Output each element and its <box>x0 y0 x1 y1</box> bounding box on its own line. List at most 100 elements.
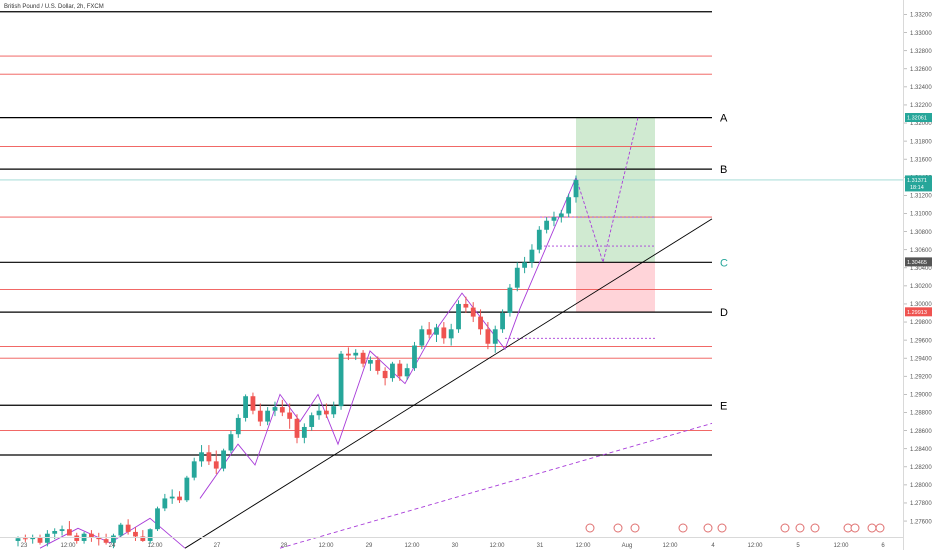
candle-body <box>558 213 564 218</box>
time-tick-label: 12:00 <box>747 543 763 549</box>
time-tick-label: 6 <box>881 543 885 549</box>
candle-body <box>22 538 28 540</box>
candle-body <box>390 363 395 379</box>
candle-body <box>74 535 80 541</box>
price-tick-label: 1.27600 <box>910 519 932 525</box>
price-tick-label: 1.31200 <box>910 194 932 200</box>
economic-event-icon <box>810 523 820 533</box>
candle-body <box>529 249 535 263</box>
price-tick-label: 1.30200 <box>910 284 932 290</box>
candle-body <box>177 496 182 501</box>
time-tick-label: 30 <box>452 543 459 549</box>
price-tick-label: 1.29200 <box>910 375 932 381</box>
time-axis[interactable]: 23 12:00 24 12:00 27 28 12:00 29 12:00 30 12:00 31 1… <box>21 543 886 549</box>
candle-body <box>368 360 373 364</box>
price-tick-label: 1.29600 <box>910 338 932 344</box>
dashed-trendline <box>279 422 713 549</box>
price-tick-label: 1.33200 <box>910 13 932 19</box>
candle-body <box>316 410 322 416</box>
price-label-text: 1.30465 <box>907 260 927 266</box>
price-tick-label: 1.30800 <box>910 230 932 236</box>
candle-body <box>382 370 388 379</box>
candle-body <box>507 287 513 313</box>
candle-body <box>199 452 204 462</box>
candle-body <box>345 353 351 356</box>
price-tick-label: 1.28400 <box>910 447 932 453</box>
zigzag-pattern <box>39 517 186 549</box>
candle-body <box>536 229 542 250</box>
candle-body <box>155 508 160 530</box>
level-label-e: E <box>720 400 727 412</box>
price-axis[interactable]: 1.33200 1.33000 1.32800 1.32600 1.32400 1.322… <box>904 13 932 526</box>
candle-body <box>206 452 212 462</box>
candle-body <box>294 418 300 438</box>
price-tick-label: 1.31600 <box>910 157 932 163</box>
time-tick-label: 24 <box>109 543 116 549</box>
event-markers[interactable] <box>585 523 885 533</box>
price-tick-label: 1.29800 <box>910 320 932 326</box>
time-tick-label: 12:00 <box>489 543 505 549</box>
candle-body <box>404 368 410 377</box>
target-zone <box>576 117 655 263</box>
stop-zone <box>576 262 655 313</box>
price-tick-label: 1.27800 <box>910 501 932 507</box>
economic-event-icon <box>630 523 640 533</box>
candle-body <box>375 360 381 371</box>
price-tick-label: 1.31000 <box>910 212 932 218</box>
price-label-box <box>905 257 932 267</box>
ascending-trendline <box>184 218 713 549</box>
candle-body <box>478 316 483 330</box>
candle-body <box>360 352 366 364</box>
economic-event-icon <box>703 523 713 533</box>
price-tick-label: 1.29000 <box>910 393 932 399</box>
economic-event-icon <box>875 523 885 533</box>
price-tick-label: 1.31800 <box>910 139 932 145</box>
time-tick-label: 12:00 <box>404 543 420 549</box>
time-tick-label: 12:00 <box>147 543 163 549</box>
candle-body <box>323 410 329 415</box>
economic-event-icon <box>780 523 790 533</box>
candle-body <box>279 407 285 413</box>
candle-body <box>257 410 263 422</box>
price-tick-label: 1.32600 <box>910 67 932 73</box>
candle-body <box>441 327 447 339</box>
candle-body <box>44 533 50 543</box>
price-label-box <box>905 307 932 317</box>
candle-body <box>287 412 293 419</box>
candle-body <box>52 531 58 534</box>
economic-event-icon <box>585 523 595 533</box>
time-tick-label: 29 <box>366 543 373 549</box>
candle-body <box>353 352 359 356</box>
time-tick-label: 12:00 <box>833 543 849 549</box>
time-tick-label: 12:00 <box>662 543 678 549</box>
candles[interactable] <box>15 175 579 549</box>
horizontal-levels <box>0 11 904 456</box>
candle-body <box>133 531 138 537</box>
candle-body <box>250 396 256 411</box>
candle-body <box>228 434 234 451</box>
price-tick-label: 1.30400 <box>910 266 932 272</box>
candle-body <box>463 303 469 308</box>
risk-reward-zones <box>576 117 655 313</box>
candle-body <box>125 524 131 532</box>
candle-body <box>184 477 190 501</box>
candle-body <box>147 529 153 541</box>
time-tick-label: 12:00 <box>60 543 76 549</box>
candle-body <box>103 539 109 543</box>
price-label-text: 1.29913 <box>907 310 927 316</box>
candle-body <box>37 537 43 543</box>
candle-body <box>235 417 241 435</box>
candle-body <box>140 536 146 541</box>
candle-body <box>485 329 491 344</box>
price-tick-label: 1.32400 <box>910 85 932 91</box>
candle-body <box>301 426 307 438</box>
price-tick-label: 1.32800 <box>910 49 932 55</box>
economic-event-icon <box>867 523 877 533</box>
time-tick-label: Aug <box>622 543 633 549</box>
candle-body <box>191 461 197 478</box>
candle-body <box>426 329 432 335</box>
candle-body <box>566 197 572 214</box>
candle-body <box>492 329 498 344</box>
